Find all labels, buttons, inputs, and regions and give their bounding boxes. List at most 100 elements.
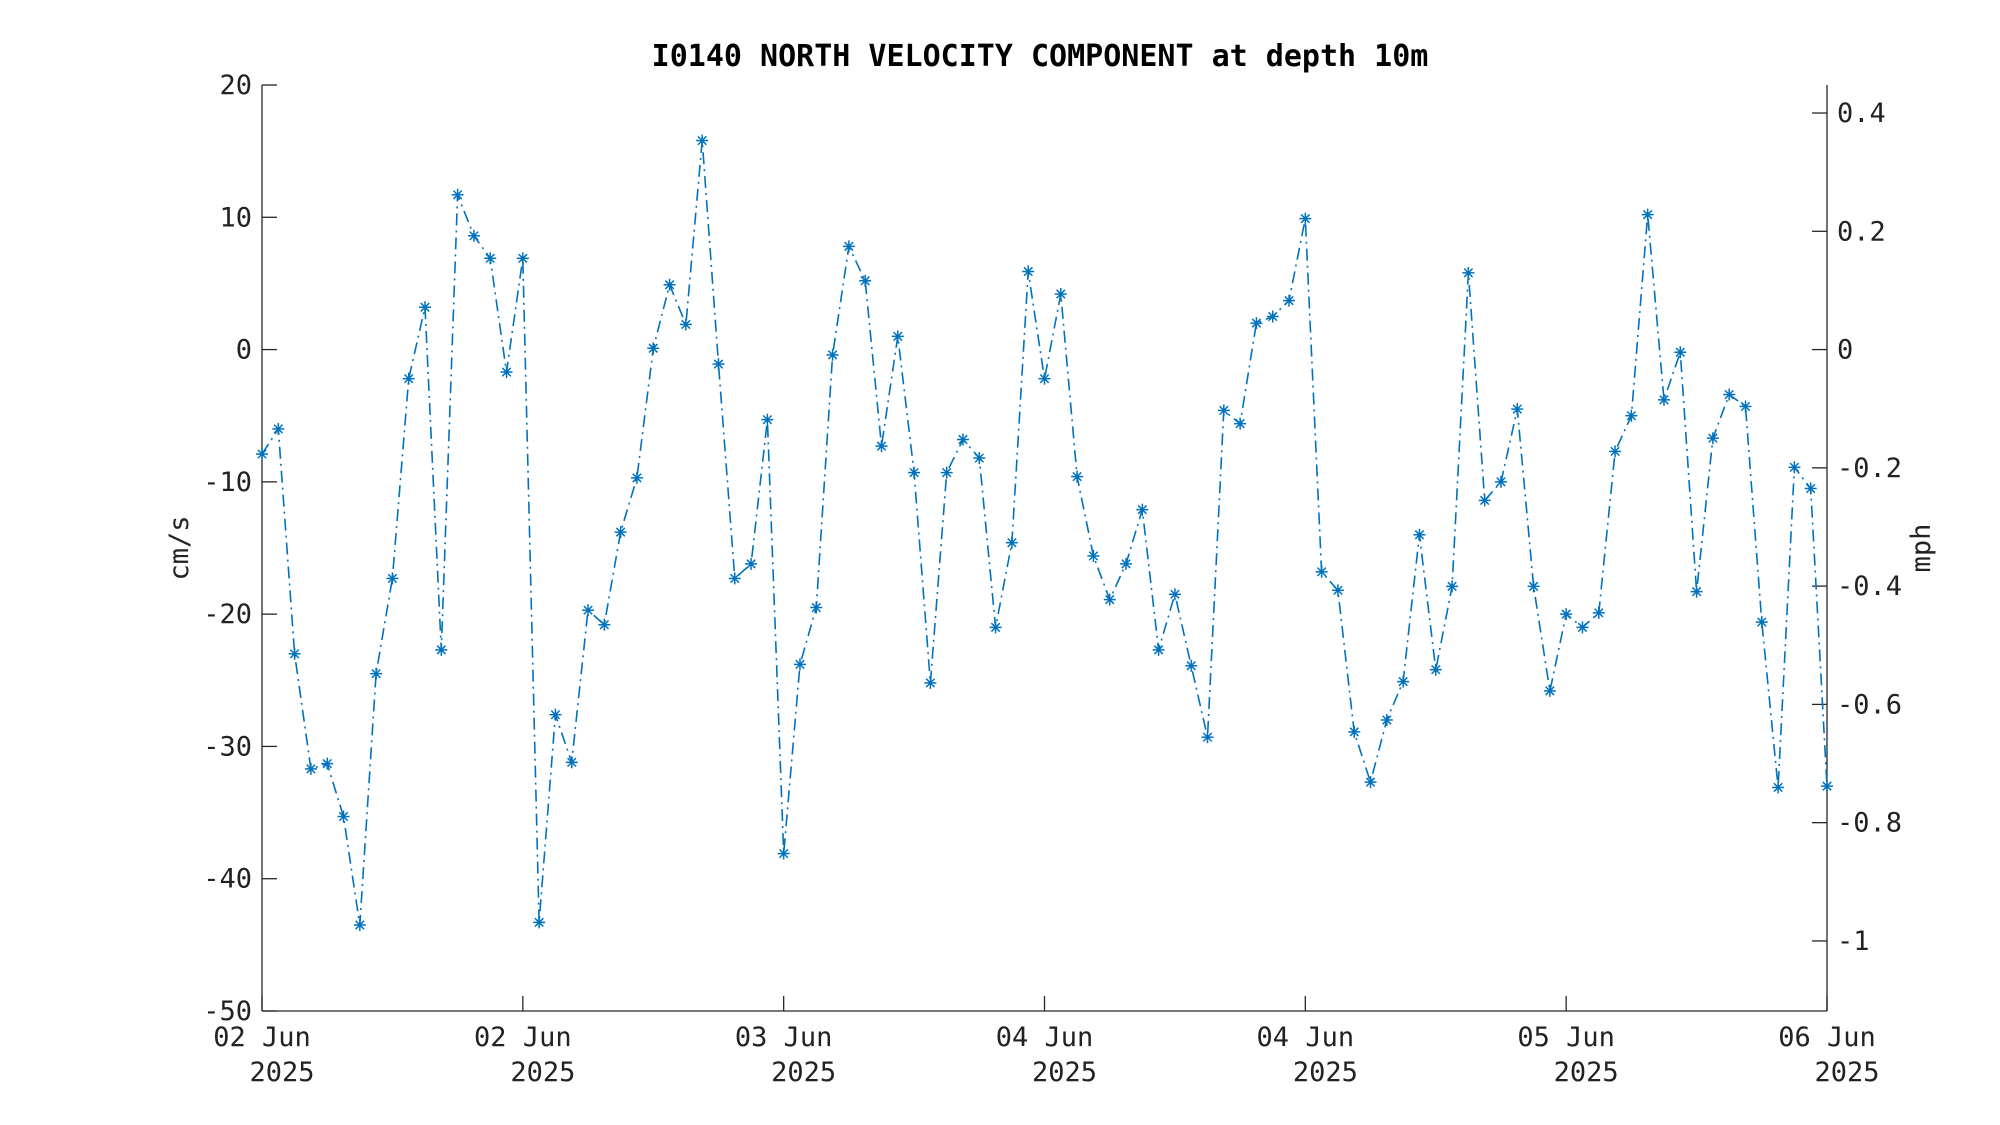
- marker-stroke: [289, 649, 300, 659]
- data-point: [696, 134, 709, 147]
- data-point: [1511, 403, 1524, 416]
- data-point: [810, 601, 823, 614]
- data-point: [1152, 643, 1165, 656]
- marker-stroke: [746, 559, 756, 569]
- marker-stroke: [1284, 295, 1294, 306]
- y-tick-label-left: -30: [203, 731, 252, 762]
- data-point: [1641, 208, 1654, 221]
- marker-stroke: [1822, 781, 1832, 791]
- data-point: [1397, 675, 1410, 688]
- marker-stroke: [762, 414, 773, 425]
- data-point: [728, 572, 741, 585]
- series-layer: [256, 134, 1833, 932]
- data-point: [1772, 781, 1785, 794]
- data-point: [1804, 482, 1817, 495]
- data-point: [940, 466, 953, 479]
- marker-stroke: [1316, 567, 1327, 577]
- marker-stroke: [1365, 777, 1376, 787]
- marker-stroke: [1577, 622, 1588, 633]
- data-point: [1005, 536, 1018, 549]
- marker-stroke: [1463, 268, 1474, 278]
- marker-stroke: [648, 343, 658, 353]
- marker-stroke: [469, 231, 479, 241]
- data-point: [745, 557, 758, 570]
- marker-stroke: [1545, 686, 1555, 696]
- y-tick-label-right: 0: [1837, 335, 1853, 366]
- y-axis-label-left: cm/s: [164, 515, 195, 580]
- data-point: [1446, 580, 1459, 593]
- marker-stroke: [941, 467, 952, 478]
- marker-stroke: [1512, 404, 1522, 414]
- y-tick-label-left: 0: [236, 335, 252, 366]
- data-point: [1217, 404, 1230, 417]
- data-point: [565, 756, 578, 769]
- marker-stroke: [811, 602, 822, 613]
- data-point: [1429, 663, 1442, 676]
- data-point: [1788, 461, 1801, 474]
- data-point: [1168, 588, 1181, 601]
- marker-stroke: [1300, 213, 1311, 224]
- data-point: [1478, 494, 1491, 507]
- data-point: [304, 762, 317, 775]
- marker-stroke: [1496, 477, 1506, 487]
- marker-stroke: [583, 605, 593, 615]
- data-point: [1283, 294, 1296, 307]
- marker-stroke: [501, 367, 512, 377]
- y-tick-label-right: 0.4: [1837, 98, 1886, 129]
- data-point: [1723, 388, 1736, 401]
- marker-stroke: [550, 709, 561, 720]
- marker-stroke: [387, 573, 398, 584]
- marker-stroke: [778, 848, 789, 859]
- data-point: [761, 413, 774, 426]
- data-point: [712, 358, 725, 371]
- marker-stroke: [1528, 581, 1539, 592]
- marker-stroke: [632, 473, 642, 483]
- marker-stroke: [860, 276, 870, 286]
- marker-stroke: [1675, 347, 1686, 357]
- marker-stroke: [273, 424, 284, 434]
- data-point: [1706, 432, 1719, 445]
- data-point: [500, 366, 513, 379]
- marker-stroke: [485, 253, 495, 264]
- plot-area: [262, 85, 1827, 1011]
- marker-stroke: [599, 619, 610, 630]
- marker-stroke: [958, 434, 968, 445]
- data-point: [402, 372, 415, 385]
- marker-stroke: [338, 811, 349, 822]
- data-point: [842, 240, 855, 253]
- data-point: [582, 604, 595, 617]
- marker-stroke: [534, 917, 544, 928]
- marker-stroke: [1447, 581, 1457, 592]
- x-tick-label-year: 2025: [1554, 1057, 1619, 1088]
- x-tick-label-date: 04 Jun: [996, 1022, 1094, 1053]
- data-point: [1054, 288, 1067, 301]
- marker-stroke: [1072, 471, 1082, 482]
- marker-stroke: [1626, 410, 1637, 421]
- marker-stroke: [1610, 446, 1620, 457]
- marker-stroke: [713, 359, 724, 369]
- data-point: [614, 526, 627, 539]
- data-point: [1087, 549, 1100, 562]
- marker-stroke: [1773, 782, 1783, 793]
- data-point: [1071, 470, 1084, 483]
- data-point: [1266, 310, 1279, 323]
- x-tick-label-date: 06 Jun: [1778, 1022, 1876, 1053]
- data-point: [908, 466, 921, 479]
- marker-stroke: [1561, 609, 1571, 619]
- data-point: [1560, 608, 1573, 621]
- data-point: [386, 572, 399, 585]
- data-point: [288, 647, 301, 660]
- y-axis-label-right: mph: [1906, 524, 1937, 573]
- marker-stroke: [893, 331, 903, 342]
- data-point: [1413, 528, 1426, 541]
- data-point: [1120, 557, 1133, 570]
- y-tick-label-right: -1: [1837, 926, 1870, 957]
- data-point: [419, 301, 432, 314]
- marker-stroke: [974, 453, 985, 463]
- data-point: [1299, 212, 1312, 225]
- data-point: [973, 452, 986, 465]
- marker-stroke: [1382, 715, 1392, 725]
- y-tick-label-right: 0.2: [1837, 216, 1886, 247]
- data-point: [549, 708, 562, 721]
